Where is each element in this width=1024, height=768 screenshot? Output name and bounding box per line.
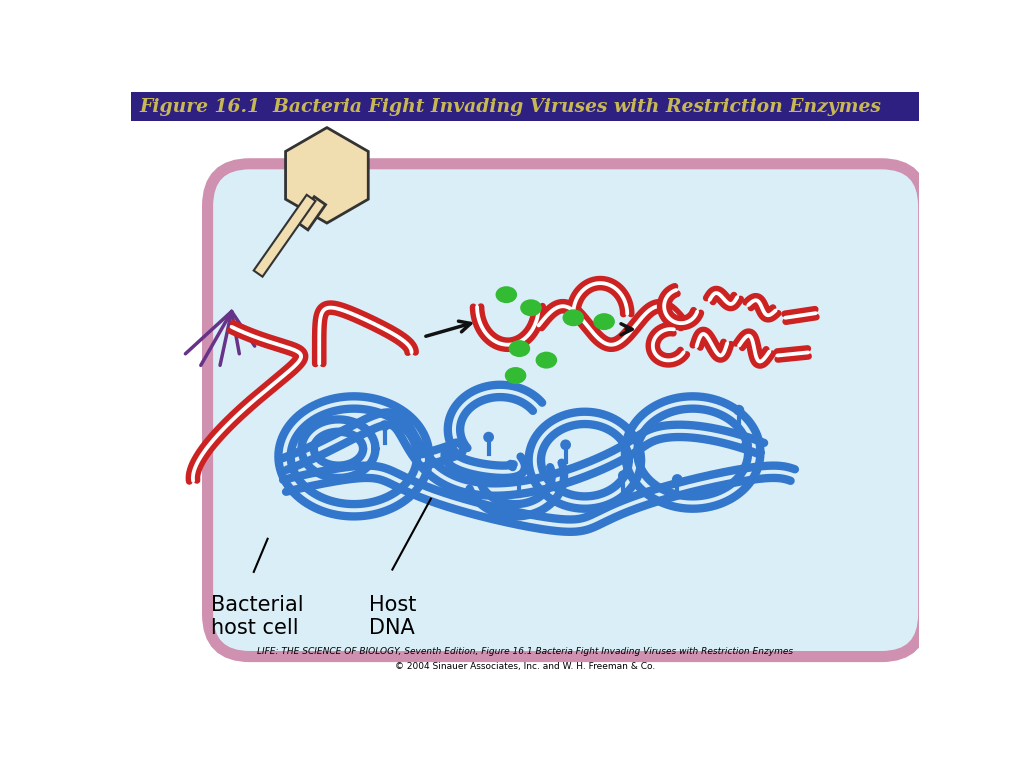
Circle shape — [733, 405, 744, 415]
Text: Host
DNA: Host DNA — [370, 595, 417, 638]
Circle shape — [741, 439, 752, 450]
Polygon shape — [297, 197, 326, 230]
FancyBboxPatch shape — [208, 164, 924, 657]
Circle shape — [560, 439, 571, 450]
Ellipse shape — [505, 367, 526, 384]
Circle shape — [514, 474, 525, 485]
Ellipse shape — [509, 340, 530, 357]
Ellipse shape — [496, 286, 517, 303]
Circle shape — [617, 470, 629, 481]
Circle shape — [483, 432, 494, 442]
Bar — [131, 92, 920, 121]
Text: © 2004 Sinauer Associates, Inc. and W. H. Freeman & Co.: © 2004 Sinauer Associates, Inc. and W. H… — [394, 662, 655, 671]
Circle shape — [379, 420, 390, 431]
Circle shape — [672, 474, 683, 485]
Polygon shape — [254, 195, 315, 276]
Text: LIFE: THE SCIENCE OF BIOLOGY, Seventh Edition, Figure 16.1 Bacteria Fight Invadi: LIFE: THE SCIENCE OF BIOLOGY, Seventh Ed… — [257, 647, 793, 656]
Ellipse shape — [593, 313, 614, 330]
Ellipse shape — [520, 300, 542, 316]
Text: Figure 16.1  Bacteria Fight Invading Viruses with Restriction Enzymes: Figure 16.1 Bacteria Fight Invading Viru… — [140, 98, 882, 116]
Text: Bacterial
host cell: Bacterial host cell — [211, 595, 304, 638]
Ellipse shape — [562, 310, 584, 326]
Ellipse shape — [536, 352, 557, 369]
Polygon shape — [286, 127, 369, 223]
